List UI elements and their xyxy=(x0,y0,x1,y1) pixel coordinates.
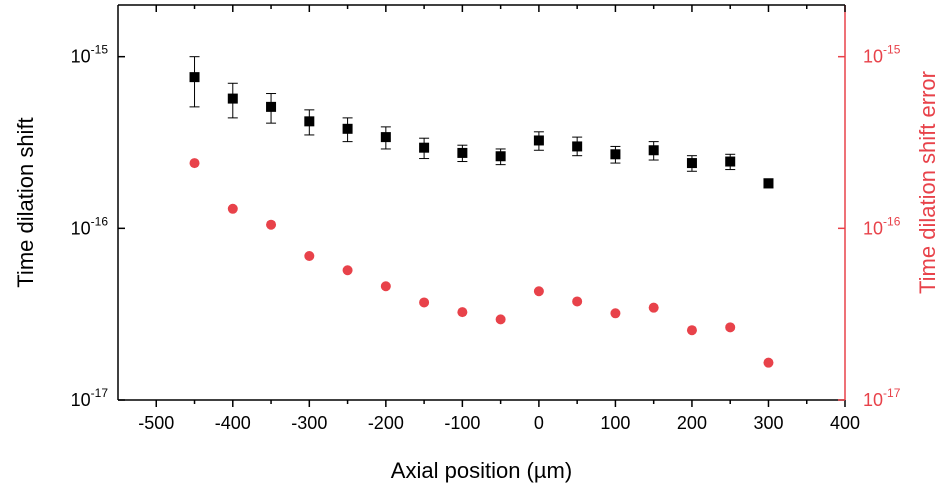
data-point-circle xyxy=(572,296,583,307)
data-point-square xyxy=(725,156,736,167)
data-point-circle xyxy=(457,307,468,318)
data-point-square xyxy=(342,123,353,134)
data-point-square xyxy=(419,142,430,153)
data-point-square xyxy=(648,145,659,156)
data-point-square xyxy=(189,72,200,83)
tick-exponent: -15 xyxy=(883,43,901,57)
x-tick-label: 400 xyxy=(830,413,860,433)
tick-base: 10 xyxy=(71,47,91,67)
data-point-square xyxy=(533,135,544,146)
y-tick-label: 10-15 xyxy=(71,43,109,67)
tick-exponent: -15 xyxy=(91,43,109,57)
data-point-circle xyxy=(342,265,353,276)
x-tick-label: -500 xyxy=(138,413,174,433)
data-point-square xyxy=(457,147,468,158)
data-point-circle xyxy=(648,302,659,313)
tick-base: 10 xyxy=(863,218,883,238)
axes: -500 -400 -300 -200 -100 0 100 200 300 40010-1710… xyxy=(71,4,901,433)
tick-exponent: -16 xyxy=(91,214,109,228)
x-tick-label: 100 xyxy=(600,413,630,433)
data-point-circle xyxy=(380,281,391,292)
data-point-square xyxy=(610,149,621,160)
axis-labels: Axial position (µm) Time dilation shift … xyxy=(13,71,940,483)
x-axis-title: Axial position (µm) xyxy=(391,458,572,483)
y2-tick-label: 10-15 xyxy=(863,43,901,67)
y2-tick-label: 10-16 xyxy=(863,214,901,238)
data-point-circle xyxy=(304,251,315,262)
data-point-circle xyxy=(419,297,430,308)
x-tick-label: 0 xyxy=(534,413,544,433)
y-axis-title: Time dilation shift xyxy=(13,117,38,287)
plot-area xyxy=(189,56,774,368)
data-point-circle xyxy=(189,158,200,169)
x-tick-label: -400 xyxy=(215,413,251,433)
tick-base: 10 xyxy=(863,390,883,410)
tick-exponent: -17 xyxy=(91,386,109,400)
data-point-circle xyxy=(725,322,736,333)
tick-base: 10 xyxy=(863,47,883,67)
data-point-circle xyxy=(533,286,544,297)
data-point-circle xyxy=(227,203,238,214)
data-point-square xyxy=(304,116,315,127)
tick-base: 10 xyxy=(71,390,91,410)
data-point-square xyxy=(763,178,774,189)
data-point-square xyxy=(266,101,277,112)
y-tick-label: 10-16 xyxy=(71,214,109,238)
data-point-circle xyxy=(763,357,774,368)
x-tick-label: -200 xyxy=(368,413,404,433)
y2-tick-label: 10-17 xyxy=(863,386,901,410)
y-tick-label: 10-17 xyxy=(71,386,109,410)
y2-axis-title: Time dilation shift error xyxy=(915,71,940,294)
tick-exponent: -16 xyxy=(883,214,901,228)
data-point-circle xyxy=(266,219,277,230)
data-point-square xyxy=(572,141,583,152)
data-point-square xyxy=(686,158,697,169)
data-point-circle xyxy=(495,314,506,325)
tick-exponent: -17 xyxy=(883,386,901,400)
data-point-square xyxy=(380,132,391,143)
x-tick-label: 200 xyxy=(677,413,707,433)
x-tick-label: -100 xyxy=(444,413,480,433)
data-point-circle xyxy=(686,325,697,336)
tick-base: 10 xyxy=(71,218,91,238)
data-point-square xyxy=(227,93,238,104)
x-tick-label: 300 xyxy=(753,413,783,433)
x-tick-label: -300 xyxy=(291,413,327,433)
data-point-square xyxy=(495,151,506,162)
data-point-circle xyxy=(610,308,621,319)
